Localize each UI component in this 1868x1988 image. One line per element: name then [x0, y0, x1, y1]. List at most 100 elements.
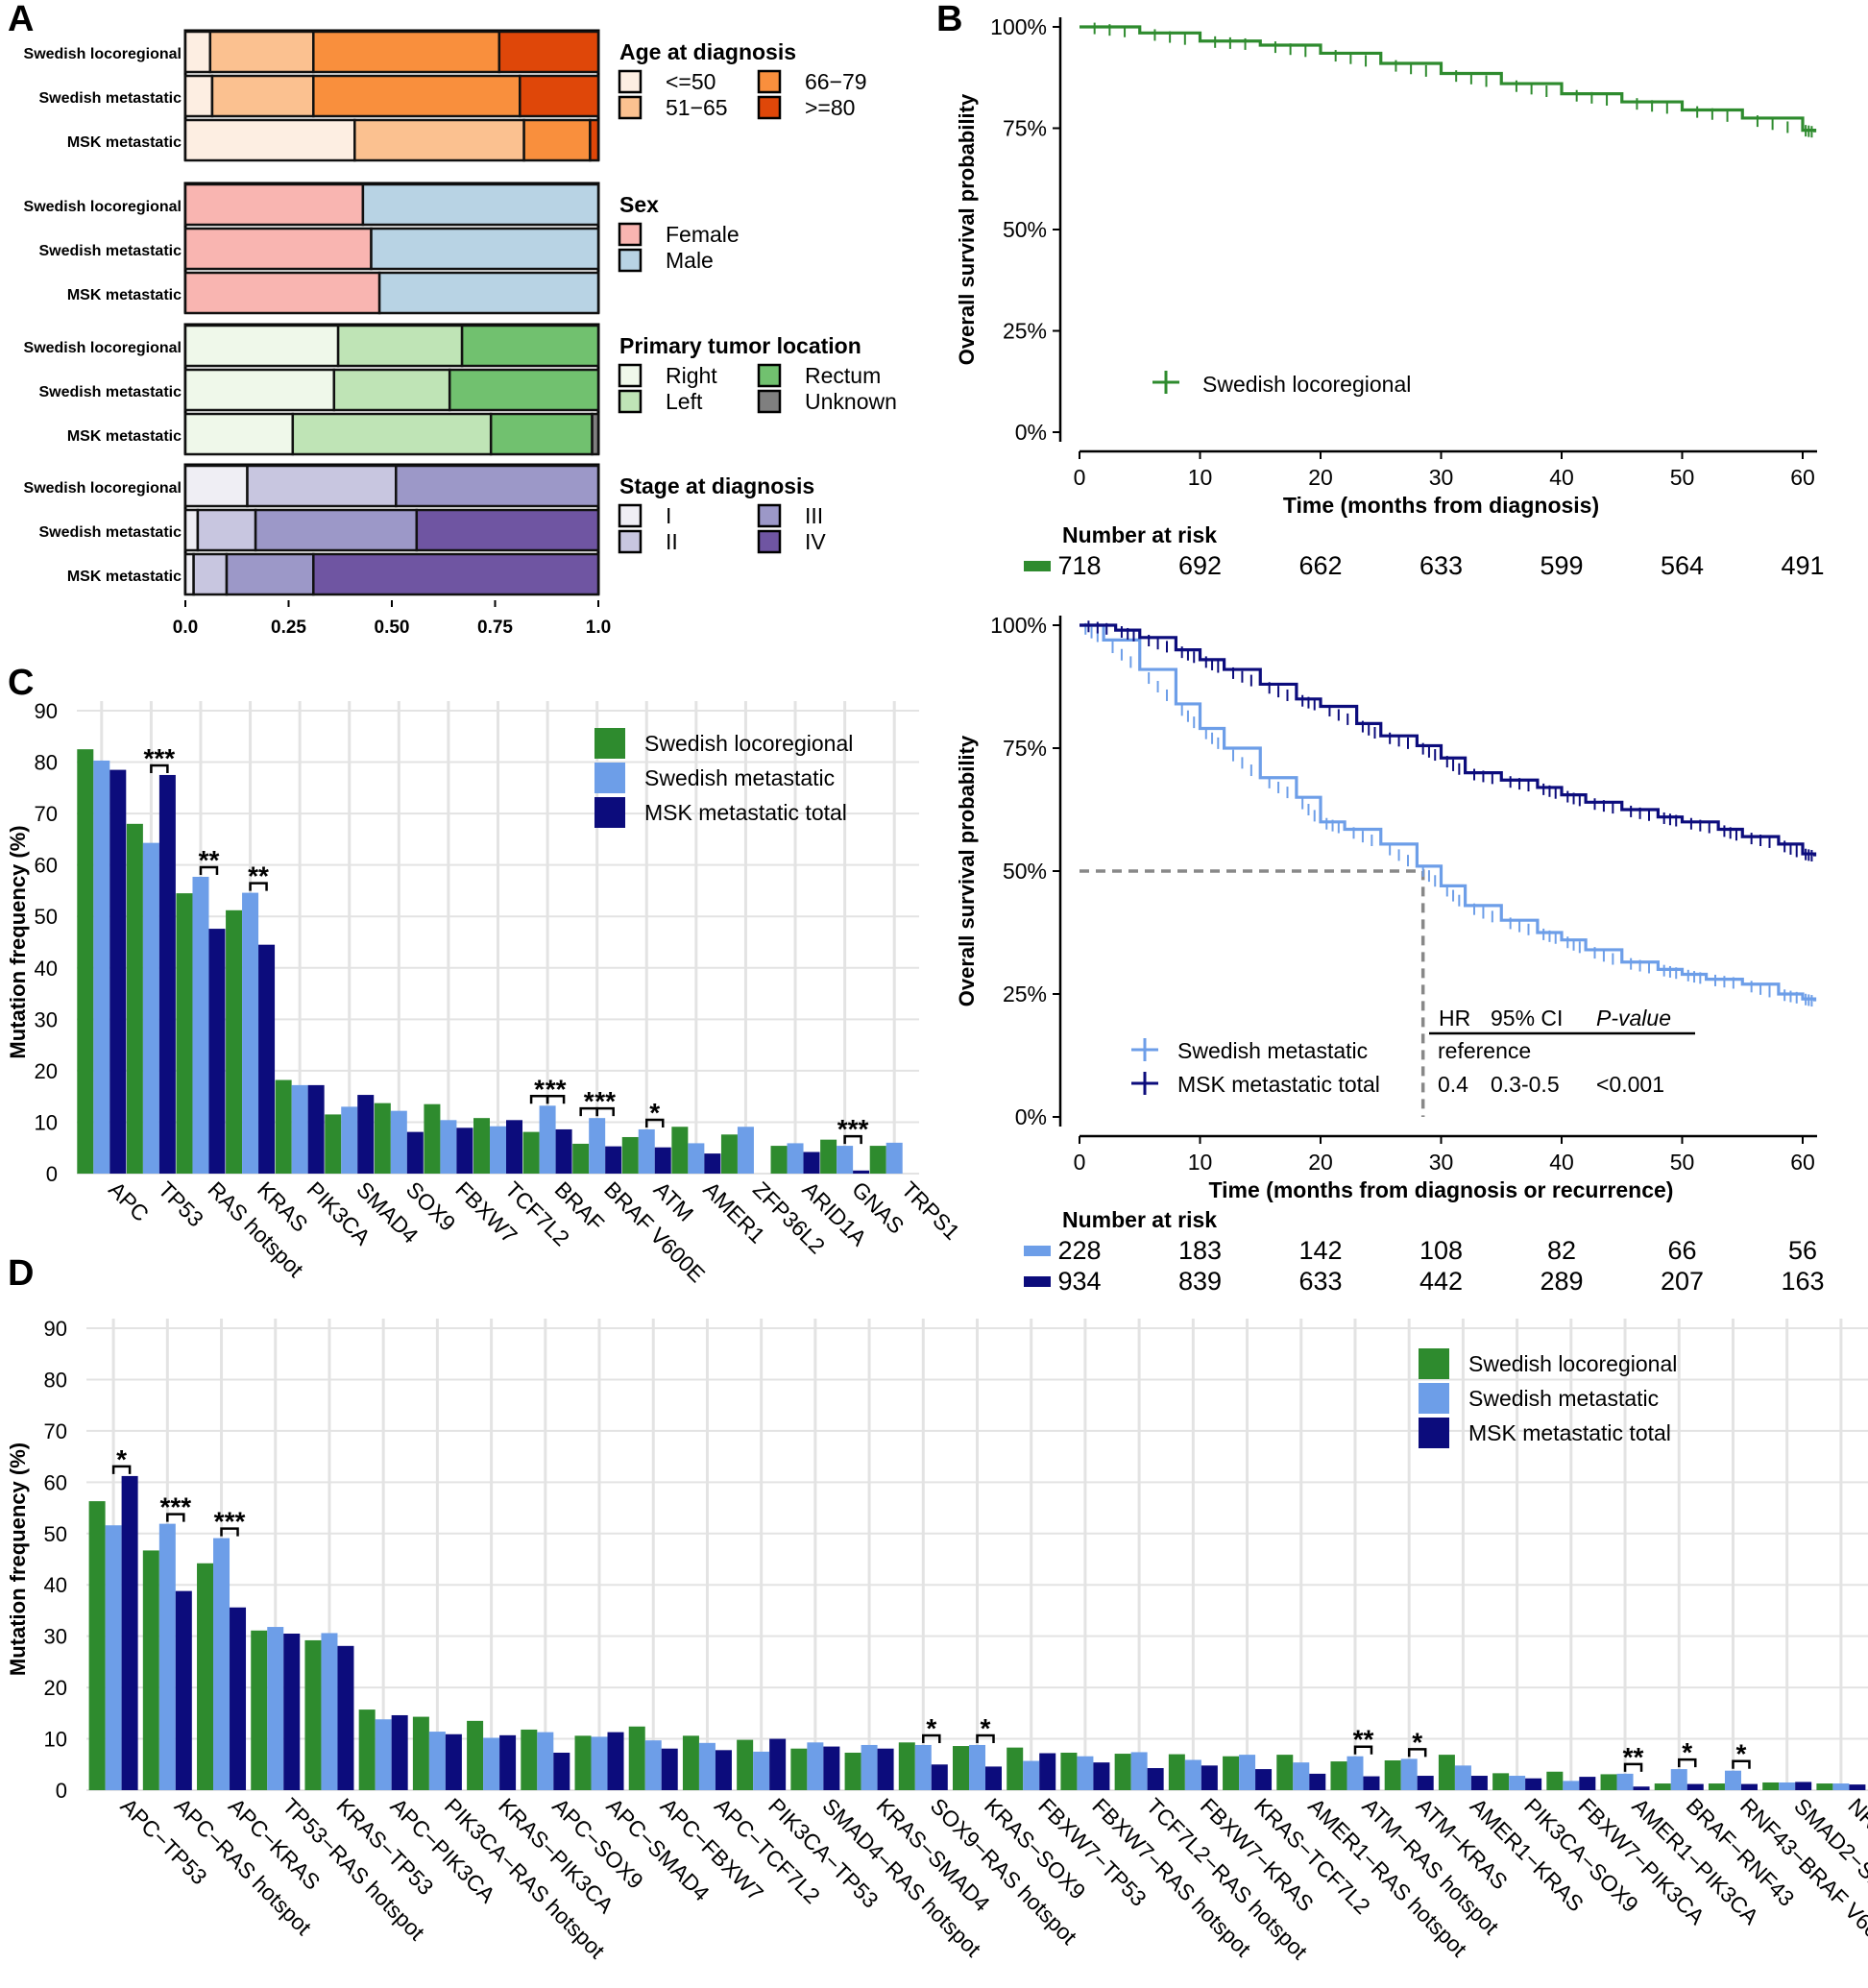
bar-segment [246, 464, 398, 508]
significance-label: * [534, 1074, 545, 1103]
bar-segment [183, 227, 373, 271]
legend-title: Primary tumor location [619, 333, 861, 358]
bar [467, 1720, 484, 1790]
legend-label: 66−79 [805, 69, 867, 94]
y-tick-label: 40 [35, 957, 58, 981]
x-tick-label: 0.75 [477, 618, 513, 638]
row-label: Swedish locoregional [24, 46, 182, 62]
bar [1276, 1755, 1294, 1790]
risk-count: 692 [1178, 551, 1222, 580]
bar [661, 1748, 678, 1790]
x-category-label: TRPS1 [897, 1176, 965, 1245]
bar [242, 892, 259, 1174]
bar [291, 1084, 308, 1174]
bar [769, 1738, 787, 1790]
bar [1007, 1747, 1024, 1790]
bar-segment [312, 552, 600, 596]
legend-label: III [805, 503, 823, 528]
y-axis-title: Overall survival probability [955, 93, 979, 365]
significance-bracket [199, 865, 219, 875]
bar [1579, 1777, 1596, 1790]
y-tick-label: 60 [44, 1470, 67, 1494]
legend-swatch [1419, 1383, 1449, 1414]
significance-bracket [249, 882, 268, 891]
legend-label: Swedish locoregional [1202, 372, 1411, 397]
significance-label: *** [159, 1492, 191, 1522]
significance-bracket [166, 1513, 185, 1522]
risk-count: 662 [1298, 551, 1342, 580]
legend-swatch [618, 363, 643, 388]
significance-bracket [645, 1118, 665, 1127]
legend-swatch [594, 763, 625, 793]
risk-row-swatch [1024, 561, 1051, 571]
row-label: MSK metastatic [67, 287, 182, 303]
bar [1600, 1774, 1617, 1790]
bar [121, 1475, 138, 1790]
survival-curve [1080, 623, 1817, 1002]
bar [931, 1764, 948, 1790]
legend-swatch [757, 529, 782, 554]
bar [428, 1732, 446, 1790]
legend-label: Swedish locoregional [644, 731, 853, 756]
bar-segment [377, 271, 600, 315]
risk-count: 633 [1298, 1267, 1342, 1296]
bar-segment [183, 324, 340, 368]
bar [197, 1563, 214, 1790]
panel-b-survival-locoregional: 0% 25% 50% 75% 100% 0 10 20 30 40 50 60 Overall surv… [955, 14, 1825, 580]
bar [1168, 1754, 1185, 1790]
y-tick-label: 40 [44, 1573, 67, 1597]
bar-segment [254, 508, 419, 552]
bar [787, 1143, 804, 1174]
y-tick-label: 100% [990, 14, 1047, 39]
bar [1762, 1782, 1780, 1790]
legend-label: Right [666, 363, 717, 388]
bar [607, 1732, 624, 1790]
bar [499, 1734, 517, 1790]
bar [790, 1748, 808, 1790]
y-tick-label: 25% [1003, 982, 1047, 1006]
legend-label: Female [666, 222, 740, 247]
legend-label: <=50 [666, 69, 716, 94]
bar [142, 1550, 159, 1790]
bar [226, 909, 243, 1174]
y-tick-label: 70 [44, 1419, 67, 1443]
bar [553, 1752, 570, 1790]
y-tick-label: 30 [44, 1625, 67, 1649]
bar [1616, 1773, 1634, 1790]
bar [375, 1719, 392, 1790]
legend-swatch [618, 529, 643, 554]
bar [473, 1118, 490, 1174]
bar [1654, 1783, 1671, 1790]
risk-count: 66 [1667, 1236, 1696, 1265]
bar [753, 1751, 770, 1790]
y-tick-label: 0% [1015, 420, 1047, 445]
row-label: Swedish locoregional [24, 340, 182, 356]
bar [337, 1645, 354, 1790]
risk-count: 934 [1057, 1267, 1101, 1296]
bar [358, 1709, 376, 1790]
significance-label: * [1736, 1739, 1747, 1769]
bar-segment [395, 464, 600, 508]
bar [1384, 1760, 1401, 1790]
bar [985, 1766, 1002, 1790]
risk-count: 56 [1788, 1236, 1817, 1265]
significance-bracket [843, 1134, 862, 1145]
bar [1546, 1771, 1564, 1790]
legend-swatch [618, 222, 643, 247]
significance-label: ** [546, 1074, 567, 1103]
x-tick-label: 1.0 [586, 618, 611, 638]
bar [230, 1607, 247, 1790]
x-tick-label: 0 [1074, 1150, 1086, 1175]
bar [1633, 1786, 1650, 1790]
bar-segment [522, 118, 592, 162]
legend-symbol [1131, 1038, 1158, 1061]
bar-segment [196, 508, 257, 552]
survival-curve [1080, 25, 1817, 133]
bar [823, 1746, 840, 1790]
bar [555, 1128, 572, 1174]
bar [1816, 1783, 1833, 1790]
bar [1239, 1755, 1256, 1790]
bar-segment [336, 324, 464, 368]
